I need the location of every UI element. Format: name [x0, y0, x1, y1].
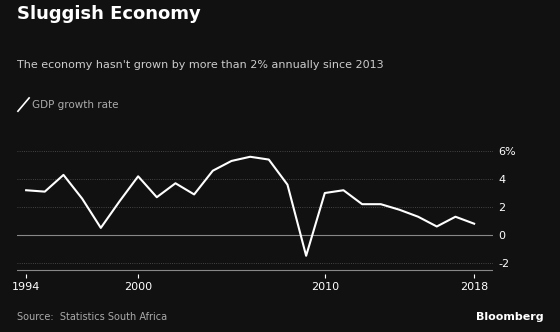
Text: GDP growth rate: GDP growth rate: [32, 100, 119, 110]
Text: Bloomberg: Bloomberg: [475, 312, 543, 322]
Text: Source:  Statistics South Africa: Source: Statistics South Africa: [17, 312, 167, 322]
Text: The economy hasn't grown by more than 2% annually since 2013: The economy hasn't grown by more than 2%…: [17, 60, 384, 70]
Text: Sluggish Economy: Sluggish Economy: [17, 5, 200, 23]
